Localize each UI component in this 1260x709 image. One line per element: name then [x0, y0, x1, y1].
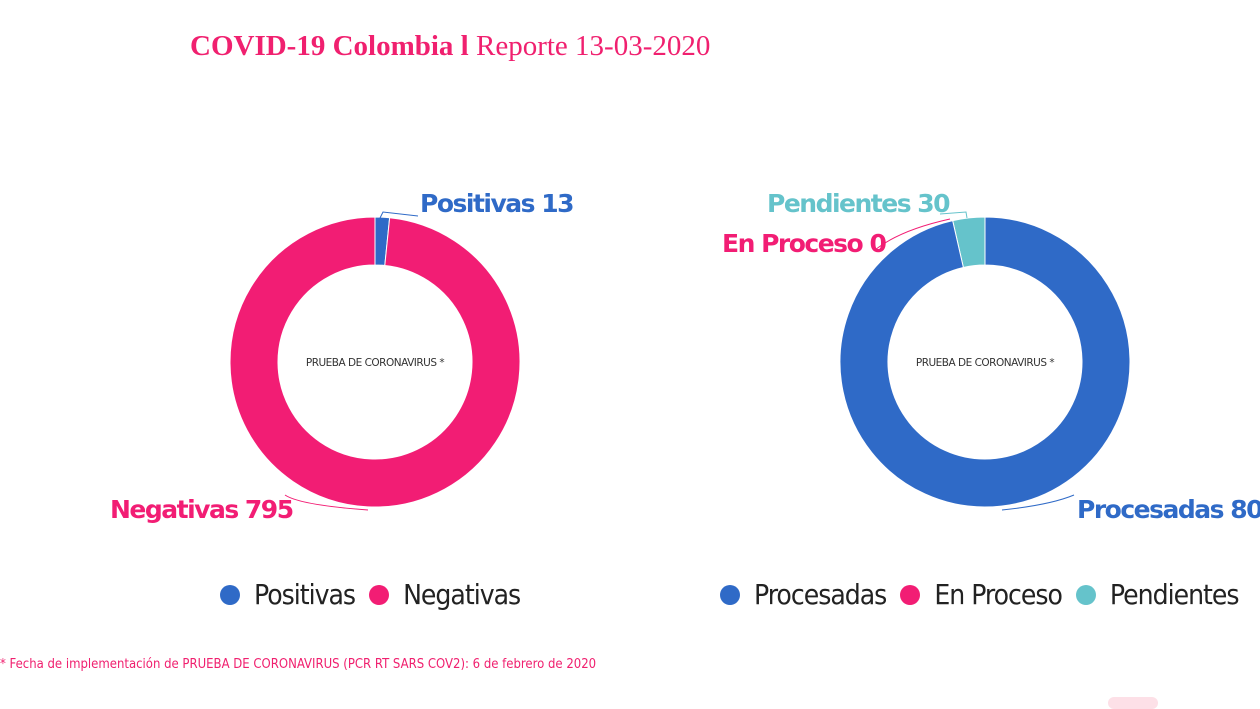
- legend-label: Positivas: [254, 578, 356, 611]
- leader-positivas: [379, 211, 419, 219]
- legend-item-pendientes[interactable]: Pendientes: [1075, 578, 1240, 611]
- center-label-right: PRUEBA DE CORONAVIRUS *: [916, 357, 1055, 369]
- page-title: COVID-19 Colombia l Reporte 13-03-2020: [190, 30, 710, 63]
- legend-item-en-proceso[interactable]: En Proceso: [900, 578, 1063, 611]
- slice-negativas[interactable]: [229, 216, 521, 508]
- legend-item-negativas[interactable]: Negativas: [369, 578, 521, 611]
- center-label-left: PRUEBA DE CORONAVIRUS *: [306, 357, 445, 369]
- leader-en-proceso: [874, 218, 951, 251]
- data-label-negativas: Negativas 795: [110, 495, 293, 524]
- legend-label: Pendientes: [1109, 578, 1240, 611]
- donut-tests-result: [229, 216, 521, 508]
- data-label-pendientes: Pendientes 30: [767, 189, 950, 218]
- title-separator: l: [460, 30, 469, 62]
- legend-dot: [720, 584, 740, 605]
- legend-right: Procesadas En Proceso Pendientes: [720, 578, 1253, 611]
- leader-pendientes: [939, 211, 968, 219]
- legend-item-procesadas[interactable]: Procesadas: [720, 578, 887, 611]
- title-rest: Reporte 13-03-2020: [475, 30, 711, 62]
- legend-dot: [900, 584, 921, 605]
- legend-item-positivas[interactable]: Positivas: [220, 578, 356, 611]
- leader-procesadas: [1001, 494, 1075, 511]
- decorative-pill: [1108, 697, 1158, 709]
- leader-negativas: [284, 494, 369, 511]
- legend-label: Negativas: [403, 578, 521, 611]
- data-label-procesadas: Procesadas 808: [1077, 495, 1260, 524]
- slice-procesadas[interactable]: [839, 216, 1131, 508]
- legend-dot: [220, 584, 240, 605]
- legend-left: Positivas Negativas: [220, 578, 534, 611]
- legend-label: En Proceso: [934, 578, 1063, 611]
- data-label-positivas: Positivas 13: [420, 189, 573, 218]
- footnote: * Fecha de implementación de PRUEBA DE C…: [0, 657, 597, 672]
- title-bold: COVID-19 Colombia: [190, 30, 454, 62]
- legend-label: Procesadas: [754, 578, 887, 611]
- data-label-en-proceso: En Proceso 0: [722, 229, 886, 258]
- legend-dot: [369, 584, 390, 605]
- donut-tests-status: [839, 216, 1131, 508]
- legend-dot: [1075, 584, 1096, 605]
